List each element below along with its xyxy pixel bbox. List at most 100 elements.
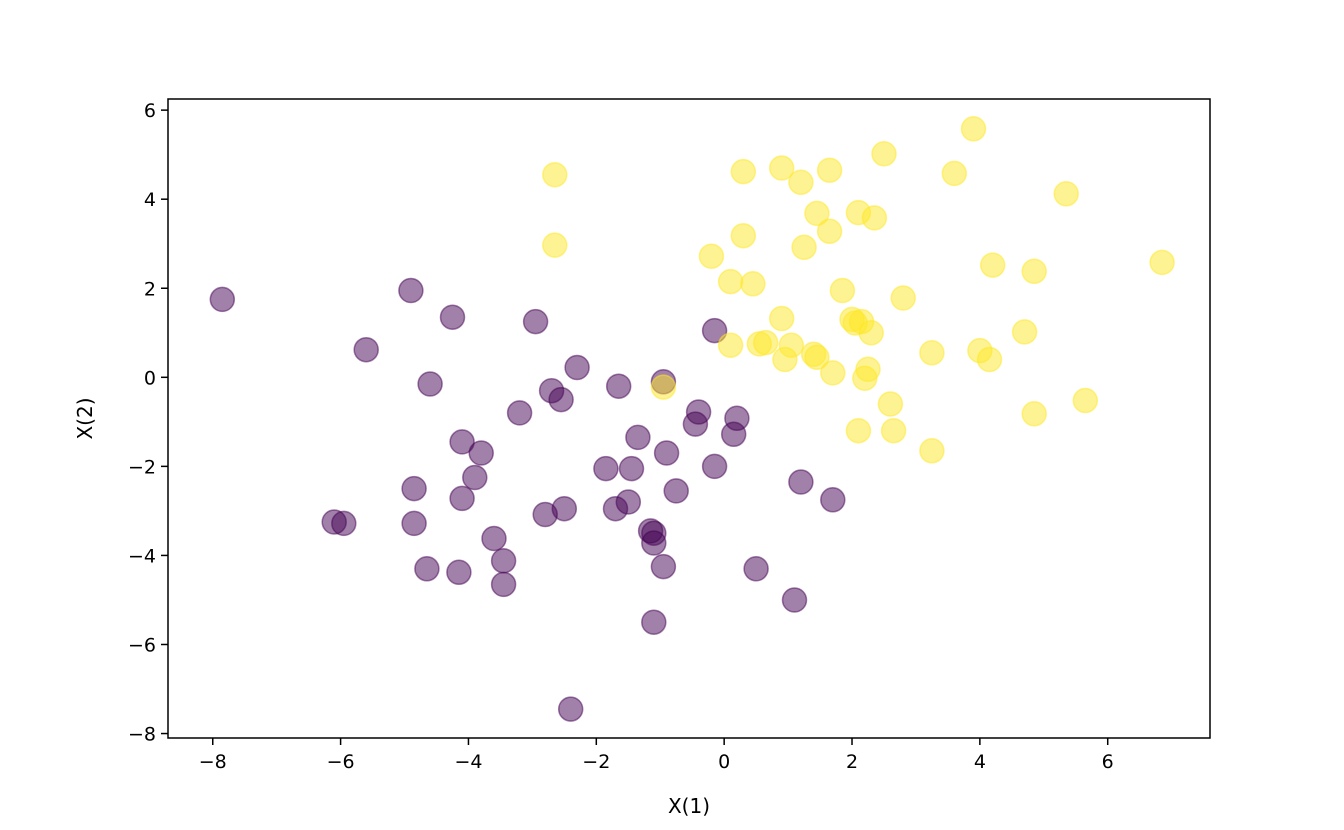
series-1-point-24 <box>414 556 440 582</box>
x-tick-label: 6 <box>1102 751 1114 773</box>
y-tick-label: 2 <box>144 278 156 300</box>
series-2-point-34 <box>845 417 872 444</box>
series-2-point-39 <box>919 438 945 464</box>
series-2-point-17 <box>791 234 817 261</box>
series-2-point-4 <box>698 243 725 269</box>
series-2-point-6 <box>740 271 766 297</box>
series-1-point-26 <box>490 571 517 598</box>
series-1-point-22 <box>481 525 507 552</box>
series-1-point-39 <box>720 421 747 448</box>
series-1-point-35 <box>663 478 689 504</box>
series-2-point-47 <box>1021 401 1047 427</box>
series-1-point-14 <box>449 429 475 455</box>
series-1-point-7 <box>564 354 590 381</box>
x-tick-label: −6 <box>327 751 355 773</box>
series-1-point-40 <box>701 453 728 480</box>
y-tick-label: 6 <box>144 100 156 122</box>
series-1-point-19 <box>401 510 427 537</box>
series-1-point-46 <box>641 609 667 635</box>
x-tick-label: 4 <box>974 751 986 773</box>
series-2-point-18 <box>768 305 795 332</box>
series-1-point-11 <box>605 373 632 399</box>
series-2-point-7 <box>717 332 744 358</box>
series-2-point-36 <box>880 417 907 444</box>
y-tick-label: −2 <box>128 456 156 478</box>
series-2-point-23 <box>820 360 846 386</box>
x-tick-label: 0 <box>718 751 730 773</box>
series-1-point-2 <box>398 277 424 304</box>
series-2-point-35 <box>877 391 904 417</box>
series-1-point-1 <box>209 286 236 313</box>
series-1-point-13 <box>701 317 728 344</box>
series-1-point-16 <box>462 464 488 491</box>
series-1-point-47 <box>781 587 808 613</box>
series-2-point-28 <box>858 320 884 346</box>
series-2-point-2 <box>542 232 568 258</box>
x-tick-label: −8 <box>199 751 227 773</box>
series-1-point-17 <box>401 475 427 502</box>
series-2-point-1 <box>542 161 568 188</box>
series-2-point-12 <box>768 155 795 181</box>
series-2-point-33 <box>852 365 878 391</box>
series-1-point-29 <box>593 455 619 482</box>
series-2-point-44 <box>979 252 1006 278</box>
series-2-point-22 <box>804 344 830 371</box>
series-2-point-11 <box>730 222 757 249</box>
series-2-point-14 <box>816 157 843 183</box>
ticks-layer: −8 −6 −4 −2 0 2 4 6 −8 −6 −4 −2 0 2 4 6 <box>128 100 1114 773</box>
x-axis-label: X(1) <box>668 794 710 818</box>
y-tick-label: −6 <box>128 634 156 656</box>
y-tick-label: 0 <box>144 367 156 389</box>
series-2-point-31 <box>871 141 897 167</box>
series-1-point-45 <box>743 556 769 582</box>
series-1-point-3 <box>439 304 466 330</box>
series-1-point-31 <box>625 424 651 451</box>
series-2-point-41 <box>960 116 987 142</box>
points-layer <box>209 116 1175 722</box>
series-1-point-50 <box>557 696 584 722</box>
series-1-point-49 <box>820 487 846 513</box>
series-2-point-9 <box>752 329 779 356</box>
plot-frame <box>167 98 1211 739</box>
series-1-point-48 <box>788 469 814 495</box>
y-tick-label: −8 <box>128 724 156 746</box>
series-1-point-5 <box>417 371 443 397</box>
y-axis-label: X(2) <box>73 397 97 439</box>
series-2-point-48 <box>1053 181 1079 207</box>
series-2-point-5 <box>717 268 744 295</box>
series-1-point-28 <box>551 495 578 522</box>
series-2-point-30 <box>861 205 888 231</box>
series-2-point-13 <box>788 169 814 196</box>
series-1-point-34 <box>653 440 680 466</box>
series-2-point-16 <box>816 218 843 245</box>
series-2-point-20 <box>772 346 798 373</box>
x-tick-label: −4 <box>454 751 482 773</box>
y-tick-label: −4 <box>128 545 156 567</box>
series-1-point-44 <box>650 553 677 580</box>
series-1-point-15 <box>468 440 494 466</box>
series-2-point-49 <box>1072 387 1099 414</box>
series-1-point-33 <box>615 489 642 515</box>
series-2-point-45 <box>1011 319 1038 345</box>
series-1-point-18 <box>449 485 475 512</box>
series-2-point-3 <box>650 374 677 400</box>
series-2-point-46 <box>1021 258 1047 285</box>
series-1-point-9 <box>548 386 574 413</box>
y-tick-label: 4 <box>144 189 156 211</box>
series-2-point-24 <box>829 277 856 304</box>
series-1-point-25 <box>446 559 472 586</box>
series-1-point-23 <box>490 548 517 574</box>
series-2-point-38 <box>919 340 945 366</box>
series-2-point-10 <box>730 158 757 185</box>
series-2-point-43 <box>976 346 1003 373</box>
x-tick-label: 2 <box>846 751 858 773</box>
series-1-point-10 <box>506 400 533 426</box>
series-1-point-37 <box>685 399 712 425</box>
series-2-point-40 <box>941 160 968 187</box>
series-1-point-30 <box>618 455 645 482</box>
series-2-point-50 <box>1149 249 1175 276</box>
series-2-point-37 <box>890 285 916 311</box>
series-2-point-15 <box>804 200 830 227</box>
